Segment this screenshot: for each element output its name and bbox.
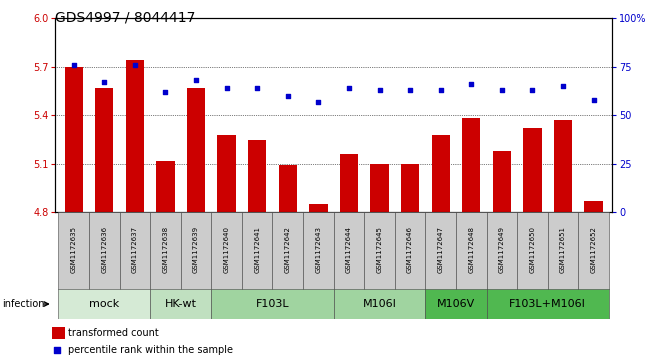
Bar bbox=[89, 212, 120, 290]
Text: GSM1172651: GSM1172651 bbox=[560, 226, 566, 273]
Bar bbox=[242, 212, 273, 290]
Bar bbox=[279, 166, 297, 212]
Text: percentile rank within the sample: percentile rank within the sample bbox=[68, 345, 233, 355]
Text: GSM1172643: GSM1172643 bbox=[315, 226, 322, 273]
Text: GSM1172642: GSM1172642 bbox=[284, 227, 291, 273]
Text: infection: infection bbox=[2, 299, 44, 309]
Text: M106V: M106V bbox=[437, 299, 475, 309]
Text: GSM1172649: GSM1172649 bbox=[499, 226, 505, 273]
Bar bbox=[493, 151, 511, 212]
Text: GSM1172640: GSM1172640 bbox=[223, 226, 230, 273]
Bar bbox=[217, 135, 236, 212]
Point bbox=[52, 347, 62, 353]
Point bbox=[160, 89, 171, 95]
Point bbox=[405, 87, 415, 93]
Point bbox=[436, 87, 446, 93]
Text: GSM1172652: GSM1172652 bbox=[590, 227, 596, 273]
Bar bbox=[273, 212, 303, 290]
Bar bbox=[517, 212, 547, 290]
Text: GSM1172644: GSM1172644 bbox=[346, 227, 352, 273]
Text: GSM1172639: GSM1172639 bbox=[193, 226, 199, 273]
Bar bbox=[585, 201, 603, 212]
Text: GSM1172645: GSM1172645 bbox=[376, 227, 383, 273]
Point bbox=[130, 62, 140, 68]
Text: HK-wt: HK-wt bbox=[165, 299, 197, 309]
Bar bbox=[120, 212, 150, 290]
Text: mock: mock bbox=[89, 299, 119, 309]
Bar bbox=[554, 120, 572, 212]
Point bbox=[344, 85, 354, 91]
Bar bbox=[95, 88, 113, 212]
Bar bbox=[187, 88, 205, 212]
Text: GDS4997 / 8044417: GDS4997 / 8044417 bbox=[55, 11, 196, 25]
Text: F103L+M106I: F103L+M106I bbox=[509, 299, 586, 309]
Text: F103L: F103L bbox=[256, 299, 289, 309]
Point bbox=[68, 62, 79, 68]
Bar bbox=[248, 139, 266, 212]
Bar bbox=[126, 60, 144, 212]
Bar bbox=[150, 289, 212, 319]
Point bbox=[252, 85, 262, 91]
Point bbox=[497, 87, 507, 93]
Bar bbox=[456, 212, 486, 290]
Bar bbox=[395, 212, 425, 290]
Bar bbox=[425, 289, 486, 319]
Bar bbox=[156, 160, 174, 212]
Text: GSM1172646: GSM1172646 bbox=[407, 226, 413, 273]
Bar bbox=[333, 289, 425, 319]
Bar bbox=[212, 289, 333, 319]
Bar bbox=[486, 289, 609, 319]
Point bbox=[527, 87, 538, 93]
Bar bbox=[370, 164, 389, 212]
Bar bbox=[425, 212, 456, 290]
Text: M106I: M106I bbox=[363, 299, 396, 309]
Text: GSM1172647: GSM1172647 bbox=[437, 226, 444, 273]
Bar bbox=[59, 289, 150, 319]
Point bbox=[374, 87, 385, 93]
Bar bbox=[181, 212, 212, 290]
Bar bbox=[340, 154, 358, 212]
Bar bbox=[303, 212, 333, 290]
Bar bbox=[150, 212, 181, 290]
Text: GSM1172648: GSM1172648 bbox=[468, 226, 475, 273]
Text: GSM1172635: GSM1172635 bbox=[71, 226, 77, 273]
Point bbox=[589, 97, 599, 103]
Bar bbox=[486, 212, 517, 290]
Bar bbox=[401, 164, 419, 212]
Bar bbox=[59, 212, 89, 290]
Text: transformed count: transformed count bbox=[68, 328, 159, 338]
Bar bbox=[333, 212, 364, 290]
Bar bbox=[64, 67, 83, 212]
Point bbox=[313, 99, 324, 105]
Text: GSM1172638: GSM1172638 bbox=[163, 226, 169, 273]
Point bbox=[283, 93, 293, 99]
Point bbox=[466, 81, 477, 87]
Bar bbox=[364, 212, 395, 290]
Text: GSM1172641: GSM1172641 bbox=[254, 226, 260, 273]
Bar bbox=[212, 212, 242, 290]
Text: GSM1172636: GSM1172636 bbox=[102, 226, 107, 273]
Bar bbox=[309, 204, 327, 212]
Point bbox=[558, 83, 568, 89]
Point bbox=[221, 85, 232, 91]
Point bbox=[191, 77, 201, 83]
Bar bbox=[51, 327, 65, 339]
Text: GSM1172650: GSM1172650 bbox=[529, 226, 535, 273]
Bar bbox=[462, 118, 480, 212]
Bar bbox=[547, 212, 578, 290]
Bar bbox=[432, 135, 450, 212]
Point bbox=[99, 79, 109, 85]
Bar bbox=[578, 212, 609, 290]
Bar bbox=[523, 128, 542, 212]
Text: GSM1172637: GSM1172637 bbox=[132, 226, 138, 273]
